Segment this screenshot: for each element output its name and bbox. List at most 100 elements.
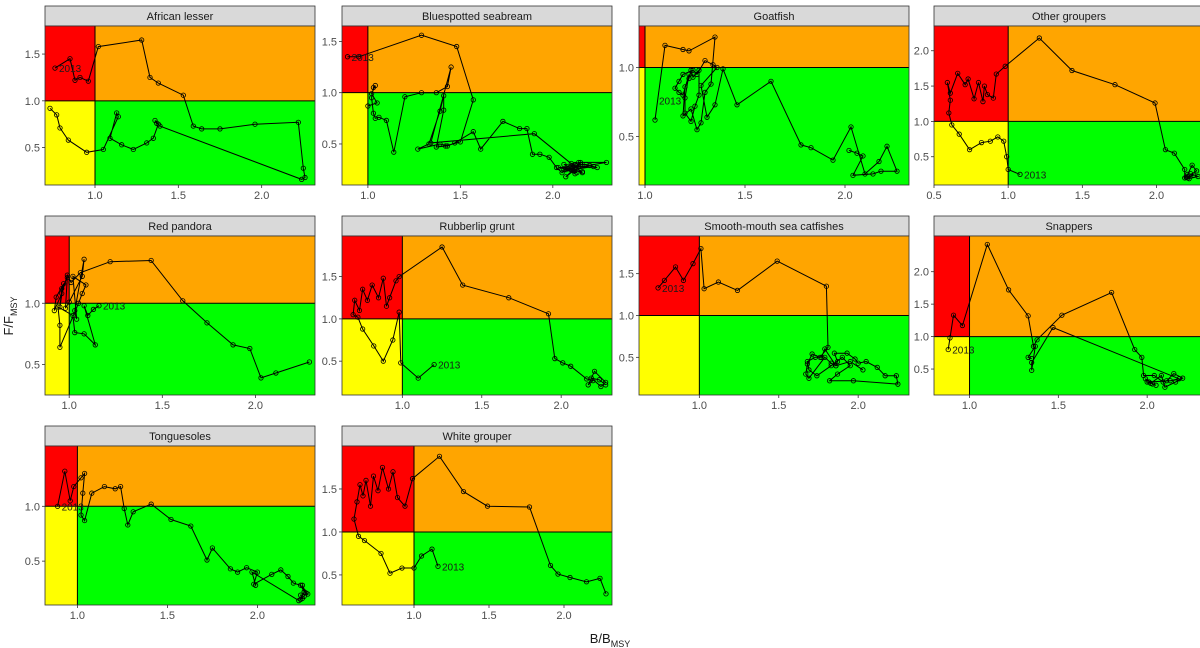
y-tick-label: 1.0 (25, 501, 40, 513)
data-point (603, 591, 609, 597)
data-point (860, 367, 866, 373)
data-point (300, 165, 306, 171)
data-point (72, 330, 78, 336)
data-point (78, 512, 84, 518)
data-point (1002, 63, 1008, 69)
data-point (356, 307, 363, 314)
data-point (577, 159, 584, 166)
data-point (981, 83, 988, 89)
panel-border (933, 25, 1200, 186)
panel-border (341, 445, 613, 606)
panel-title: Snappers (1045, 221, 1093, 233)
data-point (878, 168, 884, 174)
data-point (380, 358, 386, 364)
quadrant-yellow (45, 303, 70, 395)
data-point (85, 312, 91, 319)
series-line (654, 36, 898, 176)
data-point (361, 537, 368, 544)
data-point (244, 565, 250, 571)
y-tick-label: 0.5 (619, 352, 634, 364)
data-point (372, 115, 378, 121)
data-point (431, 361, 437, 368)
y-tick-label: 0.5 (25, 359, 40, 371)
data-point (437, 141, 443, 147)
data-point (375, 488, 381, 494)
quadrant-yellow (342, 92, 368, 185)
data-point (682, 110, 688, 116)
data-point (375, 295, 382, 301)
data-point (715, 279, 722, 285)
data-point (429, 546, 435, 552)
data-point (500, 118, 506, 125)
data-point (57, 304, 63, 310)
data-point (387, 295, 393, 301)
data-point (863, 358, 869, 365)
data-point (690, 74, 696, 80)
data-point (101, 483, 108, 490)
data-point (1004, 154, 1010, 160)
panel-border (341, 235, 613, 396)
data-point (1112, 82, 1118, 88)
quadrant-orange (699, 236, 909, 316)
data-point (81, 303, 87, 309)
x-tick-label: 2.0 (248, 400, 263, 412)
data-point (688, 118, 694, 125)
data-point (686, 71, 692, 77)
data-point (188, 523, 194, 529)
data-point (947, 90, 953, 96)
data-point (583, 376, 590, 382)
panel-title: African lesser (147, 11, 214, 23)
data-point (391, 149, 397, 155)
data-point (360, 326, 366, 332)
data-point (305, 591, 311, 597)
data-point (1001, 138, 1007, 144)
data-point (876, 158, 882, 165)
data-point (81, 331, 87, 337)
data-point (806, 367, 812, 373)
data-point (115, 114, 121, 120)
data-point (217, 126, 223, 132)
y-tick-label: 1.5 (322, 36, 337, 48)
data-point (82, 470, 88, 477)
y-tick-label: 0.5 (914, 364, 929, 376)
data-point (1189, 162, 1195, 168)
data-point (415, 146, 421, 152)
data-point (984, 91, 991, 98)
data-point (390, 337, 396, 343)
y-tick-label: 0.5 (322, 139, 337, 151)
y-tick-label: 1.5 (914, 299, 929, 311)
data-point (975, 79, 982, 86)
y-tick-label: 0.5 (322, 356, 337, 368)
panel-goatfish: Goatfish 2013 1.0 1.5 2.0 0.5 1.0 (619, 5, 910, 202)
year-label: 2013 (442, 562, 465, 573)
y-axis-title-main: F (1, 328, 16, 336)
x-tick-label: 2.0 (1140, 400, 1155, 412)
panel-border (44, 445, 316, 606)
x-axis-title: B/BMSY (590, 631, 630, 648)
data-point (852, 356, 858, 362)
data-point (698, 245, 704, 252)
data-point (850, 378, 857, 384)
data-point (70, 273, 76, 279)
data-point (882, 373, 888, 379)
x-tick-label: 1.0 (962, 400, 977, 412)
data-point (698, 82, 704, 89)
data-point (356, 54, 362, 60)
data-point (560, 360, 566, 366)
panel-snappers: Snappers 2013 1.0 1.5 2.0 0.5 1.0 1.5 2.0 (914, 215, 1200, 412)
data-point (547, 562, 554, 569)
data-point (822, 354, 828, 360)
data-point (808, 145, 814, 151)
data-point (442, 143, 449, 149)
data-point (235, 569, 241, 575)
data-point (398, 360, 404, 366)
data-point (1029, 356, 1035, 362)
data-point (418, 32, 425, 38)
data-point (448, 64, 454, 70)
data-point (139, 37, 145, 43)
data-point (1162, 147, 1169, 153)
y-tick-label: 0.5 (25, 143, 40, 155)
data-point (655, 285, 661, 291)
data-point (51, 308, 57, 314)
data-point (1032, 343, 1038, 349)
